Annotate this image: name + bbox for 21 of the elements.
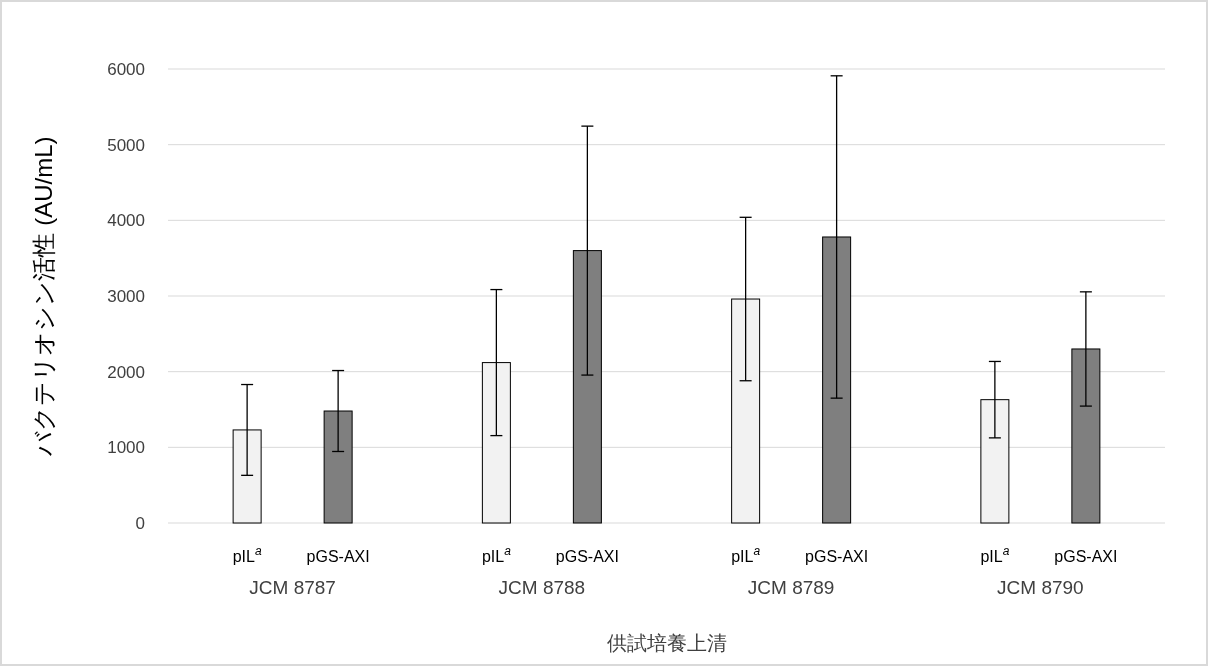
text: pGS-AXI: [306, 548, 370, 565]
y-tick-label: 2000: [107, 362, 145, 382]
x-tick-label: JCM 8790: [997, 577, 1084, 598]
series-label: pIL$^{a}$: [232, 544, 262, 565]
text: pIL$^{a}$: [481, 544, 511, 565]
text: pGS-AXI: [555, 548, 619, 565]
y-tick-label: 4000: [107, 211, 145, 231]
text: pGS-AXI: [805, 548, 869, 565]
y-tick-label: 1000: [107, 438, 145, 458]
y-tick-label: 3000: [107, 287, 145, 306]
y-tick-label: 6000: [107, 60, 145, 79]
x-tick-label: JCM 8789: [747, 577, 835, 598]
series-label: pGS-AXI: [1054, 548, 1118, 565]
y-tick-label: 5000: [107, 135, 145, 155]
y-tick-label: 0: [135, 514, 145, 533]
x-tick-label: JCM 8788: [498, 577, 586, 598]
x-axis-title: 供試培養上清: [606, 632, 727, 654]
y-axis-title: バクテリオシン活性 (AU/mL): [30, 136, 57, 457]
text: pIL$^{a}$: [980, 544, 1010, 565]
x-tick-label: JCM 8787: [249, 577, 336, 598]
text: pIL$^{a}$: [731, 544, 761, 565]
